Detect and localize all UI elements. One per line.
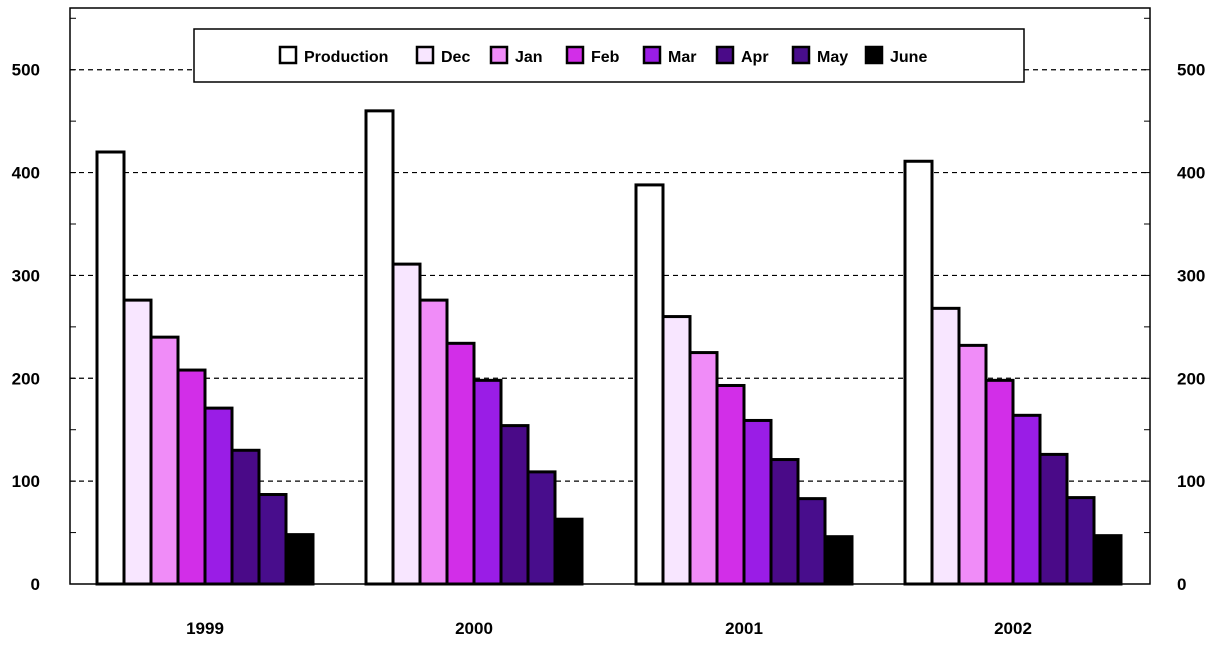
bar-may-2002 [1065,496,1096,586]
y-tick-label-right: 200 [1177,369,1205,388]
y-tick-label: 500 [12,61,40,80]
bar-production-2001 [634,183,665,586]
y-tick-label-right: 0 [1177,575,1186,594]
x-tick-label: 2001 [725,619,763,638]
bar-feb-1999 [176,368,207,586]
bar-production-2000 [364,109,395,586]
legend-label: Feb [591,49,620,66]
legend-label: Dec [441,49,470,66]
bar-jan-2001 [688,351,719,586]
legend: Production Dec Jan Feb Mar Apr May June [193,28,1025,83]
bars [95,109,1123,586]
y-tick-label-right: 300 [1177,266,1205,285]
bar-apr-1999 [230,448,261,586]
bar-dec-2001 [661,315,692,586]
bar-jan-2002 [957,343,988,586]
bar-apr-2002 [1038,452,1069,586]
x-tick-label: 1999 [186,619,224,638]
bar-jan-1999 [149,335,180,586]
legend-swatch [278,45,298,65]
legend-label: Jan [515,49,543,66]
legend-label: Mar [668,49,696,66]
bar-feb-2002 [984,378,1015,586]
bar-may-2001 [796,497,827,586]
bar-production-1999 [95,150,126,586]
legend-swatch [642,45,662,65]
bar-june-2000 [553,517,584,586]
y-tick-label: 0 [31,575,40,594]
legend-label: May [817,49,848,66]
legend-swatch [565,45,585,65]
bar-mar-2002 [1011,413,1042,586]
bar-production-2002 [903,159,934,586]
y-tick-label: 200 [12,369,40,388]
bar-june-2001 [823,535,854,586]
bar-june-2002 [1092,534,1123,586]
bar-june-1999 [284,533,315,586]
y-tick-label: 100 [12,472,40,491]
legend-swatch [415,45,435,65]
legend-label: Apr [741,49,769,66]
bar-jan-2000 [418,298,449,586]
axes: 0 0 100 100 200 200 300 300 400 400 500 500 1999 2000… [12,7,1205,638]
bar-mar-2000 [472,378,503,586]
bar-feb-2001 [715,383,746,586]
legend-swatch [864,45,884,65]
bar-feb-2000 [445,341,476,586]
x-tick-label: 2002 [994,619,1032,638]
y-tick-label-right: 400 [1177,164,1205,183]
bar-dec-1999 [122,298,153,586]
legend-box [193,28,1025,83]
y-tick-label: 400 [12,164,40,183]
legend-swatch [791,45,811,65]
legend-label: Production [304,49,388,66]
legend-label: June [890,49,927,66]
bar-apr-2000 [499,424,530,586]
plot-frame [69,7,1151,585]
bar-mar-2001 [742,418,773,586]
legend-swatch [715,45,735,65]
bar-apr-2001 [769,458,800,586]
bar-dec-2002 [930,306,961,586]
bar-mar-1999 [203,406,234,586]
y-tick-label-right: 500 [1177,61,1205,80]
bar-may-1999 [257,493,288,586]
bar-dec-2000 [391,262,422,586]
legend-swatch [489,45,509,65]
y-tick-label: 300 [12,266,40,285]
bar-may-2000 [526,470,557,586]
x-tick-label: 2000 [455,619,493,638]
y-tick-label-right: 100 [1177,472,1205,491]
